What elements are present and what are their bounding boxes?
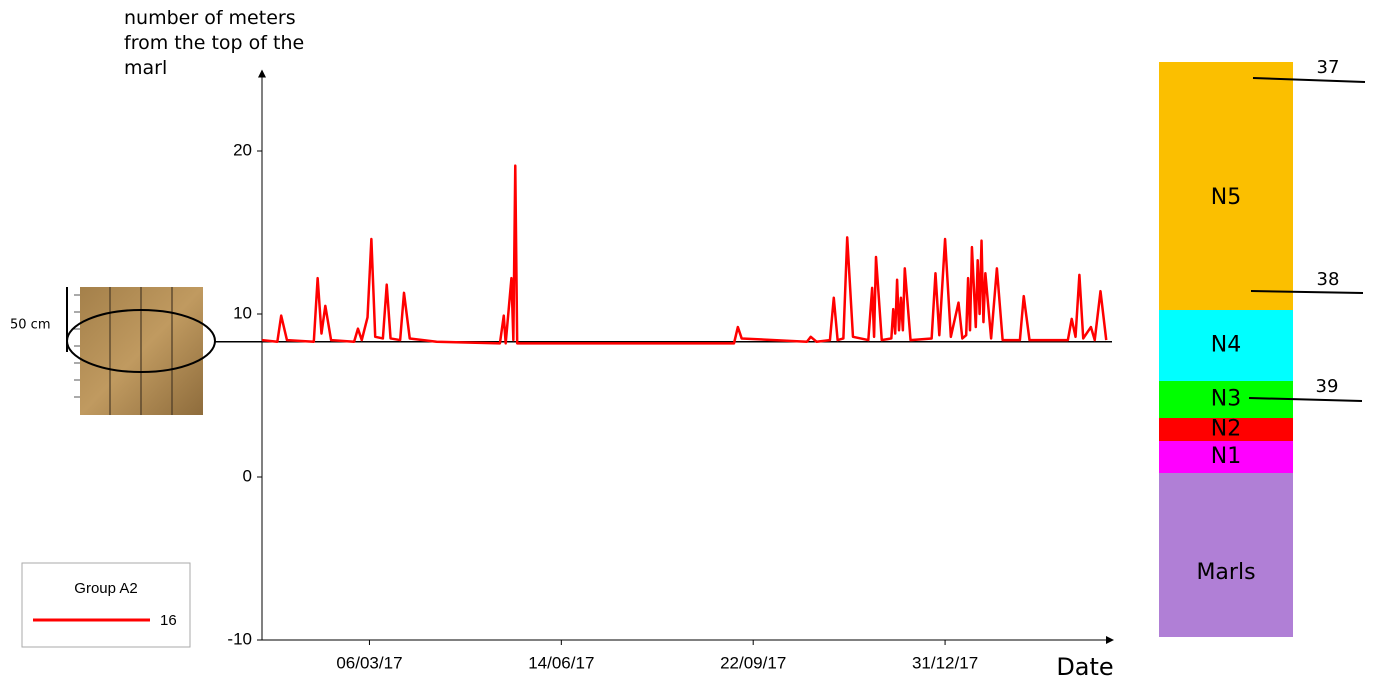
x-tick-label: 22/09/17 <box>720 653 786 672</box>
y-axis-arrow <box>258 69 266 78</box>
marker-line <box>1252 77 1366 83</box>
stratum-label: N2 <box>1211 417 1241 442</box>
stratum-label: Marls <box>1196 560 1255 585</box>
marker-label: 38 <box>1317 269 1340 290</box>
core-photo: 50 cm <box>10 287 216 415</box>
stratum-label: N5 <box>1211 185 1241 210</box>
stratum <box>1159 310 1293 381</box>
stratum <box>1159 441 1293 473</box>
x-axis-arrow <box>1106 636 1114 644</box>
stratum-label: N4 <box>1211 333 1241 358</box>
stratum <box>1159 418 1293 441</box>
stratum <box>1159 62 1293 310</box>
y-tick-label: 10 <box>233 303 252 322</box>
scale-label: 50 cm <box>10 318 51 333</box>
legend-label: 16 <box>160 612 177 629</box>
stratum-label: N3 <box>1211 387 1241 412</box>
y-tick-label: 20 <box>233 140 252 159</box>
stratum <box>1159 473 1293 637</box>
legend-title: Group A2 <box>74 580 137 597</box>
data-line <box>261 164 1108 345</box>
x-tick-label: 14/06/17 <box>528 653 594 672</box>
x-tick-label: 06/03/17 <box>336 653 402 672</box>
x-axis-label: Date <box>1056 653 1113 679</box>
marker-label: 39 <box>1316 376 1339 397</box>
stratum-label: N1 <box>1211 444 1241 469</box>
y-tick-label: 0 <box>243 466 252 485</box>
y-tick-label: -10 <box>227 629 252 648</box>
marker-label: 37 <box>1317 57 1340 78</box>
legend: Group A2 16 <box>21 562 191 648</box>
x-tick-label: 31/12/17 <box>912 653 978 672</box>
marker-line <box>1250 290 1364 294</box>
marker-line <box>1248 397 1363 402</box>
y-axis-label: number of meters from the top of the mar… <box>124 7 305 79</box>
